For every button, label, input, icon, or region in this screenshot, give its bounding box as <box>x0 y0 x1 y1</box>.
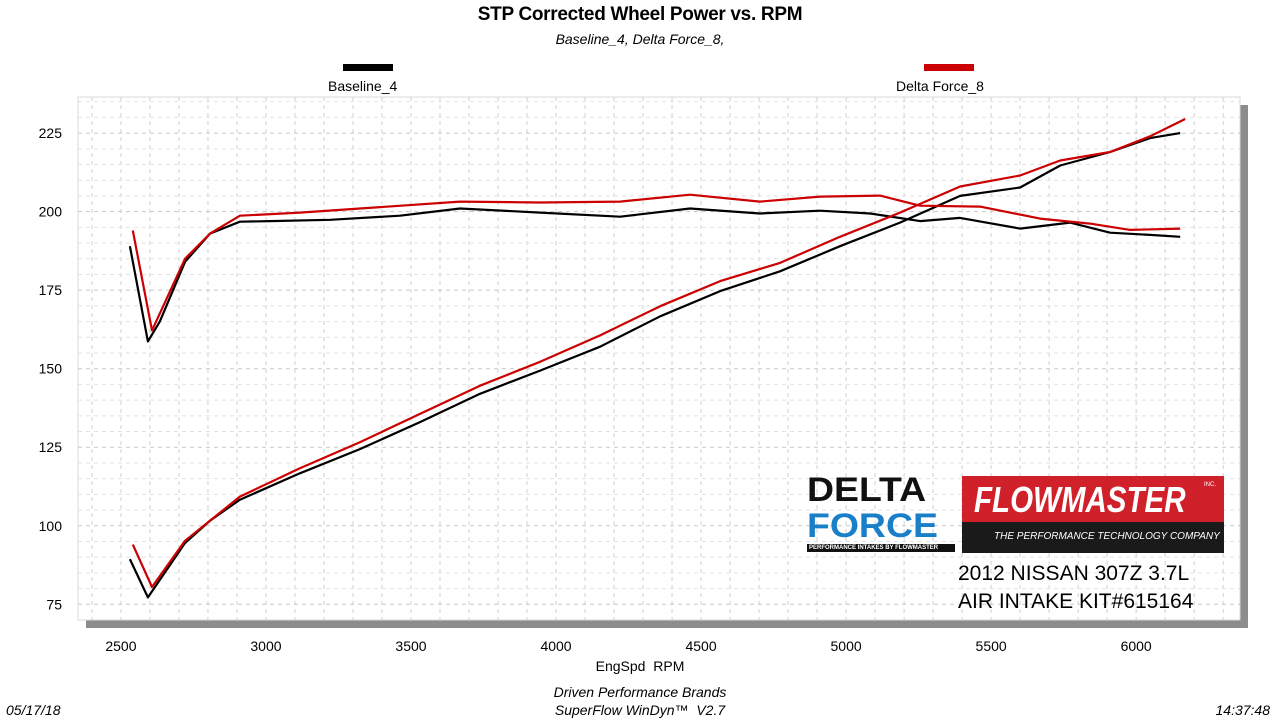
x-tick-label: 2500 <box>105 638 136 654</box>
series-line-delta-force-2 <box>131 118 1186 589</box>
x-tick-label: 5000 <box>831 638 862 654</box>
flowmaster-logo: FLOWMASTER INC. THE PERFORMANCE TECHNOLO… <box>962 476 1224 553</box>
force-logo-text: FORCE <box>807 507 938 545</box>
delta-logo-text: DELTA <box>807 471 927 509</box>
chart-subtitle: Baseline_4, Delta Force_8, <box>555 31 725 47</box>
y-tick-label: 225 <box>39 125 63 141</box>
x-tick-label: 6000 <box>1121 638 1152 654</box>
legend-label-baseline: Baseline_4 <box>328 78 398 94</box>
vehicle-line-2: AIR INTAKE KIT#615164 <box>958 590 1194 613</box>
footer-time: 14:37:48 <box>1215 702 1271 718</box>
y-tick-label: 175 <box>39 282 63 298</box>
x-tick-label: 5500 <box>976 638 1007 654</box>
legend-swatch-baseline <box>343 64 393 71</box>
x-axis-label: EngSpd RPM <box>595 658 685 674</box>
vehicle-line-1: 2012 NISSAN 307Z 3.7L <box>958 562 1190 585</box>
y-tick-label: 150 <box>39 361 63 377</box>
y-tick-label: 125 <box>39 439 63 455</box>
x-tick-label: 4500 <box>685 638 716 654</box>
legend-swatch-delta-force <box>924 64 974 71</box>
flowmaster-logo-text: FLOWMASTER <box>974 479 1186 520</box>
footer-company: Driven Performance Brands <box>553 684 727 700</box>
footer-date: 05/17/18 <box>6 702 61 718</box>
chart-title: STP Corrected Wheel Power vs. RPM <box>477 4 803 25</box>
x-tick-label: 4000 <box>540 638 571 654</box>
x-tick-label: 3000 <box>250 638 281 654</box>
y-tick-label: 200 <box>39 204 63 220</box>
delta-force-tagline: PERFORMANCE INTAKES BY FLOWMASTER <box>807 544 955 552</box>
y-tick-label: 75 <box>46 596 62 612</box>
flowmaster-inc: INC. <box>1204 482 1216 488</box>
delta-force-logo: DELTA FORCE PERFORMANCE INTAKES BY FLOWM… <box>807 472 955 554</box>
y-tick-label: 100 <box>39 518 63 534</box>
flowmaster-tagline: THE PERFORMANCE TECHNOLOGY COMPANY <box>994 531 1220 542</box>
x-tick-label: 3500 <box>395 638 426 654</box>
footer-software: SuperFlow WinDyn™ V2.7 <box>554 702 726 718</box>
legend-label-delta-force: Delta Force_8 <box>896 78 984 94</box>
series-line-delta-force-1 <box>131 193 1181 332</box>
series-line-baseline-2 <box>128 132 1181 599</box>
